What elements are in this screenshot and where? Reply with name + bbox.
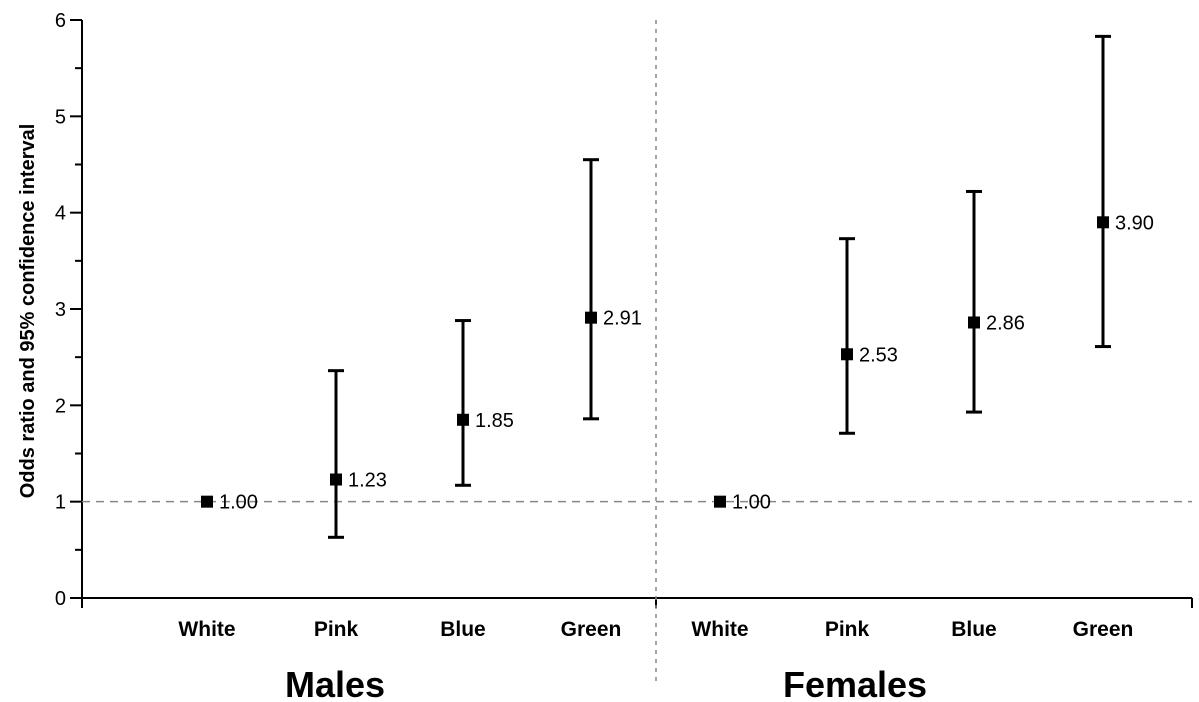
y-tick-label: 6 (55, 10, 66, 32)
data-point-marker (714, 495, 726, 508)
data-label: 1.00 (732, 492, 771, 514)
y-tick-label: 0 (55, 588, 66, 610)
data-point-marker (330, 473, 342, 486)
x-category-label: Blue (951, 618, 997, 641)
data-label: 2.53 (859, 344, 898, 366)
data-point-marker (457, 413, 469, 426)
y-axis-label: Odds ratio and 95% confidence interval (17, 124, 39, 499)
data-label: 2.91 (603, 308, 642, 330)
data-point-marker (585, 311, 597, 324)
group-label: Females (783, 664, 927, 702)
y-tick-label: 2 (55, 395, 66, 417)
data-label: 1.85 (475, 410, 514, 432)
x-category-label: White (178, 618, 235, 641)
data-point-marker (1097, 216, 1109, 229)
data-label: 2.86 (986, 312, 1025, 334)
data-point-marker (968, 316, 980, 329)
axes: 0 1 2 3 4 5 6 White Pink Blue Green Males White Pink B… (55, 10, 1193, 702)
group-label: Males (285, 664, 385, 702)
x-category-label: White (691, 618, 748, 641)
x-category-label: Green (561, 618, 622, 641)
data-label: 3.90 (1115, 212, 1154, 234)
x-category-label: Green (1073, 618, 1134, 641)
data-label: 1.23 (348, 470, 387, 492)
x-category-label: Pink (825, 618, 870, 641)
y-tick-label: 5 (55, 106, 66, 128)
data-point-marker (201, 495, 213, 508)
y-tick-label: 1 (55, 492, 66, 514)
y-tick-label: 4 (55, 203, 66, 225)
data-label: 1.00 (219, 492, 258, 514)
x-category-label: Pink (314, 618, 359, 641)
chart-marks: 1.00 1.23 1.85 2.91 1.00 2.53 2.86 3.90 (201, 34, 1154, 539)
x-category-label: Blue (440, 618, 486, 641)
data-point-marker (841, 348, 853, 361)
y-tick-label: 3 (55, 299, 66, 321)
